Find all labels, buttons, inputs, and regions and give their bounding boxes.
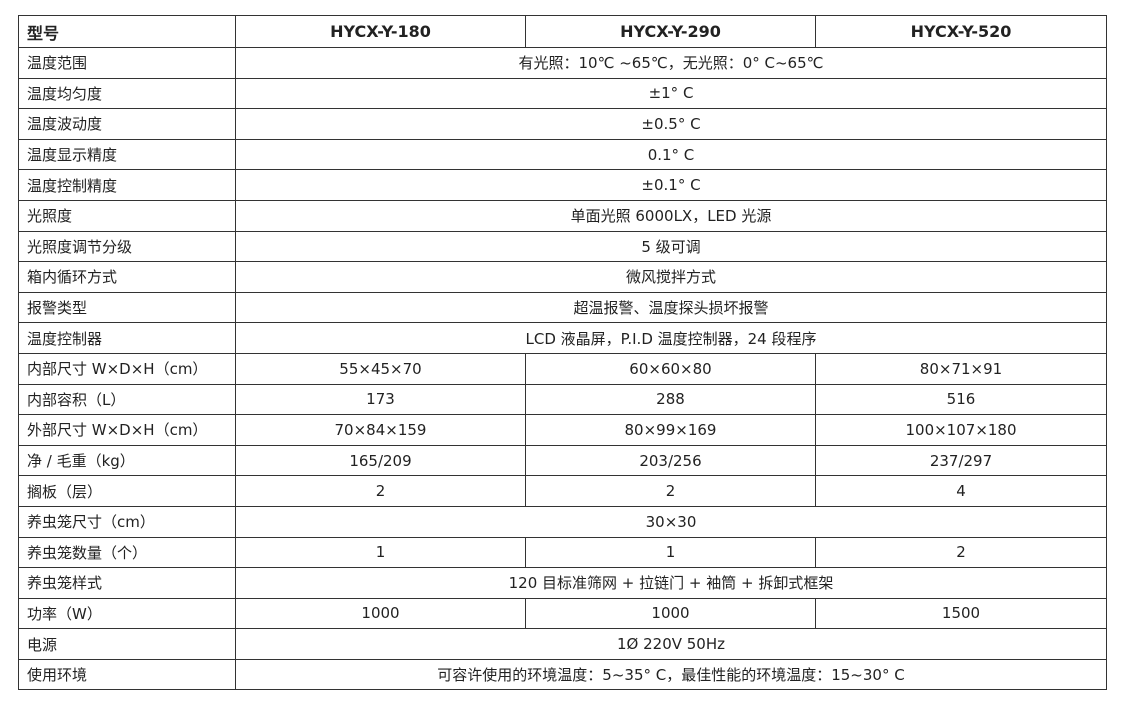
row-value: 1: [235, 536, 526, 569]
row-label: 温度波动度: [18, 108, 236, 140]
row-label: 功率（W）: [18, 597, 236, 630]
row-label: 养虫笼样式: [18, 567, 236, 599]
row-value: 超温报警、温度探头损坏报警: [235, 291, 1107, 324]
row-value: 5 级可调: [235, 230, 1107, 263]
row-label: 光照度: [18, 199, 236, 232]
row-value: 70×84×159: [235, 414, 526, 446]
row-value: ±1° C: [235, 77, 1107, 110]
row-label: 箱内循环方式: [18, 261, 236, 293]
row-value: 165/209: [235, 444, 526, 477]
row-value: 80×99×169: [525, 414, 816, 446]
table-row: 温度波动度 ±0.5° C: [18, 108, 1107, 140]
table-row: 养虫笼数量（个） 1 1 2: [18, 536, 1107, 569]
model-header: HYCX-Y-180: [235, 15, 526, 48]
table-row: 箱内循环方式 微风搅拌方式: [18, 261, 1107, 293]
row-label: 养虫笼数量（个）: [18, 536, 236, 569]
table-row: 光照度调节分级 5 级可调: [18, 230, 1107, 263]
row-value: 516: [815, 383, 1107, 416]
table-row: 养虫笼尺寸（cm） 30×30: [18, 505, 1107, 538]
row-label: 温度范围: [18, 47, 236, 79]
table-row: 搁板（层） 2 2 4: [18, 475, 1107, 507]
row-value: 有光照：10℃ ~65℃，无光照：0° C~65℃: [235, 47, 1107, 79]
table-row: 报警类型 超温报警、温度探头损坏报警: [18, 291, 1107, 324]
row-value: 80×71×91: [815, 352, 1107, 385]
row-label: 报警类型: [18, 291, 236, 324]
row-value: 2: [525, 475, 816, 507]
row-label: 温度显示精度: [18, 138, 236, 171]
table-row: 内部尺寸 W×D×H（cm） 55×45×70 60×60×80 80×71×91: [18, 352, 1107, 385]
table-row: 净 / 毛重（kg） 165/209 203/256 237/297: [18, 444, 1107, 477]
table-row: 温度均匀度 ±1° C: [18, 77, 1107, 110]
row-value: 55×45×70: [235, 352, 526, 385]
row-value: 1000: [525, 597, 816, 630]
row-value: 1Ø 220V 50Hz: [235, 628, 1107, 660]
row-label: 温度均匀度: [18, 77, 236, 110]
row-value: 2: [235, 475, 526, 507]
row-value: 100×107×180: [815, 414, 1107, 446]
table-row: 养虫笼样式 120 目标准筛网 + 拉链门 + 袖筒 + 拆卸式框架: [18, 567, 1107, 599]
row-label: 使用环境: [18, 658, 236, 691]
table-row: 电源 1Ø 220V 50Hz: [18, 628, 1107, 660]
row-value: 1: [525, 536, 816, 569]
row-value: ±0.5° C: [235, 108, 1107, 140]
table-row: 温度范围 有光照：10℃ ~65℃，无光照：0° C~65℃: [18, 47, 1107, 79]
table-row: 功率（W） 1000 1000 1500: [18, 597, 1107, 630]
row-value: 0.1° C: [235, 138, 1107, 171]
row-value: 30×30: [235, 505, 1107, 538]
row-value: 288: [525, 383, 816, 416]
row-value: 203/256: [525, 444, 816, 477]
table-row: 光照度 单面光照 6000LX，LED 光源: [18, 199, 1107, 232]
row-label: 养虫笼尺寸（cm）: [18, 505, 236, 538]
row-value: 微风搅拌方式: [235, 261, 1107, 293]
row-label: 搁板（层）: [18, 475, 236, 507]
table-row: 内部容积（L） 173 288 516: [18, 383, 1107, 416]
row-value: 2: [815, 536, 1107, 569]
row-label: 光照度调节分级: [18, 230, 236, 263]
row-value: 60×60×80: [525, 352, 816, 385]
header-row: 型号 HYCX-Y-180 HYCX-Y-290 HYCX-Y-520: [18, 15, 1107, 48]
spec-table: 型号 HYCX-Y-180 HYCX-Y-290 HYCX-Y-520 温度范围…: [18, 15, 1107, 691]
row-label: 温度控制精度: [18, 169, 236, 201]
model-header: HYCX-Y-520: [815, 15, 1107, 48]
row-value: 1000: [235, 597, 526, 630]
row-value: 1500: [815, 597, 1107, 630]
row-label: 内部容积（L）: [18, 383, 236, 416]
row-label: 外部尺寸 W×D×H（cm）: [18, 414, 236, 446]
model-header: HYCX-Y-290: [525, 15, 816, 48]
row-value: ±0.1° C: [235, 169, 1107, 201]
row-value: 可容许使用的环境温度：5~35° C，最佳性能的环境温度：15~30° C: [235, 658, 1107, 691]
row-label: 内部尺寸 W×D×H（cm）: [18, 352, 236, 385]
row-value: 173: [235, 383, 526, 416]
table-row: 温度控制精度 ±0.1° C: [18, 169, 1107, 201]
row-label: 电源: [18, 628, 236, 660]
table-row: 温度控制器 LCD 液晶屏，P.I.D 温度控制器，24 段程序: [18, 322, 1107, 354]
row-value: 237/297: [815, 444, 1107, 477]
table-row: 温度显示精度 0.1° C: [18, 138, 1107, 171]
row-value: 单面光照 6000LX，LED 光源: [235, 199, 1107, 232]
table-row: 使用环境 可容许使用的环境温度：5~35° C，最佳性能的环境温度：15~30° …: [18, 658, 1107, 691]
row-label: 温度控制器: [18, 322, 236, 354]
row-value: 4: [815, 475, 1107, 507]
table-row: 外部尺寸 W×D×H（cm） 70×84×159 80×99×169 100×107×…: [18, 414, 1107, 446]
header-label: 型号: [18, 15, 236, 48]
row-label: 净 / 毛重（kg）: [18, 444, 236, 477]
row-value: 120 目标准筛网 + 拉链门 + 袖筒 + 拆卸式框架: [235, 567, 1107, 599]
row-value: LCD 液晶屏，P.I.D 温度控制器，24 段程序: [235, 322, 1107, 354]
